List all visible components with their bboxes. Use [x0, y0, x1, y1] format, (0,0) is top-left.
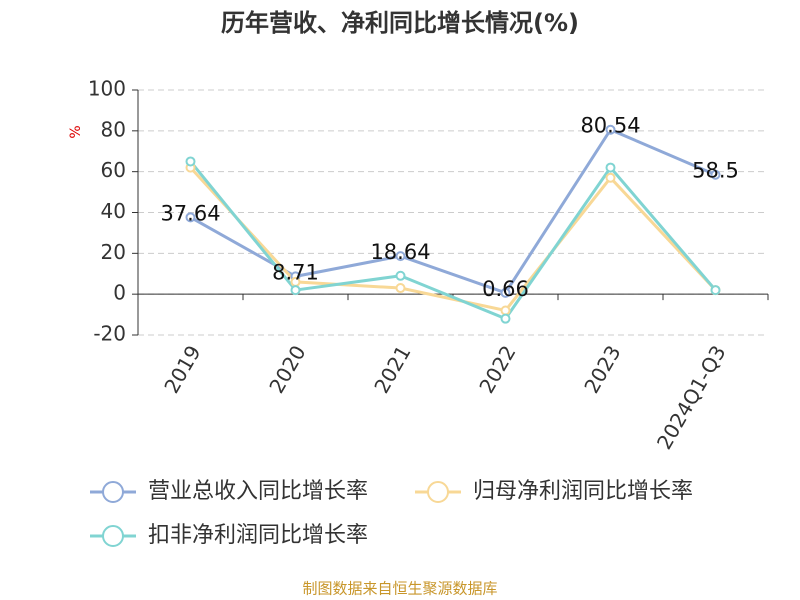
point — [395, 283, 406, 294]
point — [500, 305, 511, 316]
y-tick-label: -20 — [93, 322, 126, 346]
x-tick-label: 2024Q1-Q3 — [652, 341, 731, 453]
point — [605, 172, 616, 183]
data-label: 58.5 — [692, 159, 739, 183]
x-tick-label: 2023 — [579, 341, 625, 397]
x-tick-label: 2020 — [264, 341, 310, 397]
data-label: 37.64 — [160, 201, 220, 225]
legend-marker — [102, 481, 124, 503]
point — [395, 251, 406, 262]
series-line — [189, 166, 717, 313]
point — [500, 287, 511, 298]
legend-label: 扣非净利润同比增长率 — [148, 523, 368, 548]
series-line — [189, 127, 717, 295]
legend-label: 归母净利润同比增长率 — [473, 479, 693, 504]
point — [185, 156, 196, 167]
point — [710, 285, 721, 296]
y-tick-label: 60 — [101, 158, 126, 182]
y-tick-label: 0 — [113, 281, 126, 305]
y-tick-label: 40 — [101, 199, 126, 223]
data-label: 80.54 — [580, 114, 640, 138]
data-label: 0.66 — [482, 277, 529, 301]
source-note: 制图数据来自恒生聚源数据库 — [302, 580, 497, 598]
point — [710, 169, 721, 180]
legend-label: 营业总收入同比增长率 — [148, 479, 368, 504]
point — [290, 285, 301, 296]
legend-marker — [427, 481, 449, 503]
y-tick-label: 100 — [88, 77, 126, 101]
y-tick-label: 20 — [101, 240, 126, 264]
x-tick-label: 2022 — [474, 341, 520, 397]
legend-marker — [102, 525, 124, 547]
point — [605, 162, 616, 173]
y-axis-label: % — [68, 125, 84, 138]
x-tick-label: 2021 — [369, 341, 415, 397]
data-label: 18.64 — [370, 240, 430, 264]
chart-title: 历年营收、净利同比增长情况(%) — [221, 9, 579, 37]
point — [605, 124, 616, 135]
x-tick-label: 2019 — [159, 341, 205, 397]
point — [185, 212, 196, 223]
point — [500, 313, 511, 324]
series-line — [189, 160, 717, 321]
point — [395, 270, 406, 281]
y-tick-label: 80 — [101, 117, 126, 141]
data-label: 8.71 — [272, 260, 319, 284]
